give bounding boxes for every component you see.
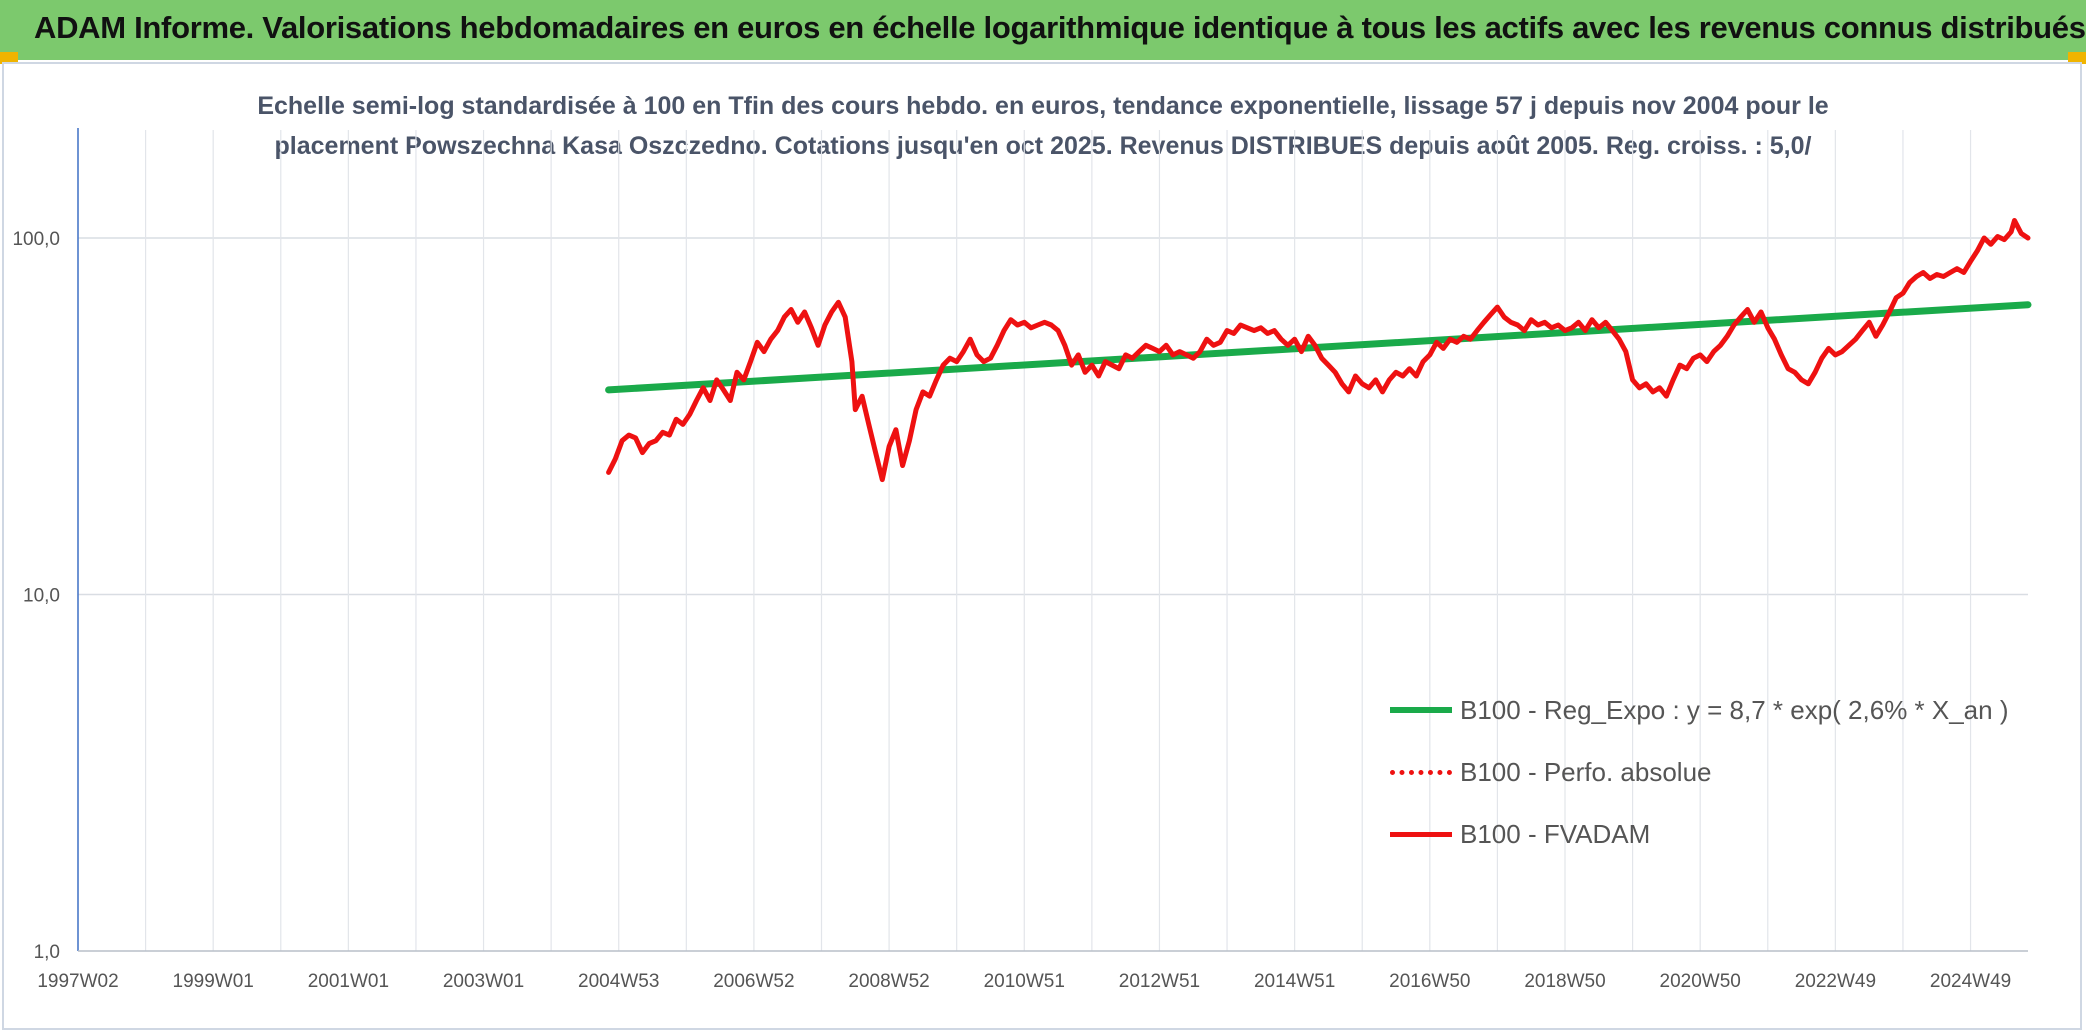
legend-label-regression: B100 - Reg_Expo : y = 8,7 * exp( 2,6% * … — [1460, 694, 2009, 725]
x-tick-label-4: 2004W53 — [578, 971, 659, 992]
legend-swatch-perfo — [1390, 769, 1452, 775]
y-tick-label-0: 1,0 — [34, 942, 60, 963]
y-tick-label-2: 100,0 — [12, 229, 60, 250]
chart-title-line-2: placement Powszechna Kasa Oszczedno. Cot… — [274, 132, 1812, 160]
x-tick-label-14: 2024W49 — [1930, 971, 2011, 992]
legend-label-perfo: B100 - Perfo. absolue — [1460, 756, 1712, 787]
page-title: ADAM Informe. Valorisations hebdomadaire… — [34, 10, 2086, 45]
x-tick-label-8: 2012W51 — [1119, 971, 1200, 992]
y-tick-label-1: 10,0 — [23, 586, 60, 607]
x-tick-label-1: 1999W01 — [173, 971, 254, 992]
chart-title: Echelle semi-log standardisée à 100 en T… — [0, 86, 2086, 166]
legend-item-fvadam[interactable]: B100 - FVADAM — [1390, 814, 1650, 854]
x-tick-label-0: 1997W02 — [37, 971, 118, 992]
x-tick-label-9: 2014W51 — [1254, 971, 1335, 992]
series-line-2 — [606, 218, 2031, 483]
x-tick-label-2: 2001W01 — [308, 971, 389, 992]
header-banner: ADAM Informe. Valorisations hebdomadaire… — [0, 0, 2086, 60]
chart-frame — [2, 62, 2082, 1030]
corner-marker-left — [0, 52, 18, 64]
x-tick-label-5: 2006W52 — [713, 971, 794, 992]
x-tick-label-11: 2018W50 — [1524, 971, 1605, 992]
x-tick-label-6: 2008W52 — [848, 971, 929, 992]
x-tick-label-13: 2022W49 — [1795, 971, 1876, 992]
legend-swatch-fvadam — [1390, 831, 1452, 837]
legend-label-fvadam: B100 - FVADAM — [1460, 818, 1651, 849]
x-tick-label-3: 2003W01 — [443, 971, 524, 992]
x-tick-label-7: 2010W51 — [984, 971, 1065, 992]
x-tick-label-10: 2016W50 — [1389, 971, 1470, 992]
legend-item-perfo[interactable]: B100 - Perfo. absolue — [1390, 752, 1712, 792]
corner-marker-right — [2068, 52, 2086, 64]
x-tick-label-12: 2020W50 — [1660, 971, 1741, 992]
chart-title-line-1: Echelle semi-log standardisée à 100 en T… — [257, 92, 1829, 120]
legend-item-regression[interactable]: B100 - Reg_Expo : y = 8,7 * exp( 2,6% * … — [1390, 690, 2009, 730]
legend-swatch-regression — [1390, 707, 1452, 713]
